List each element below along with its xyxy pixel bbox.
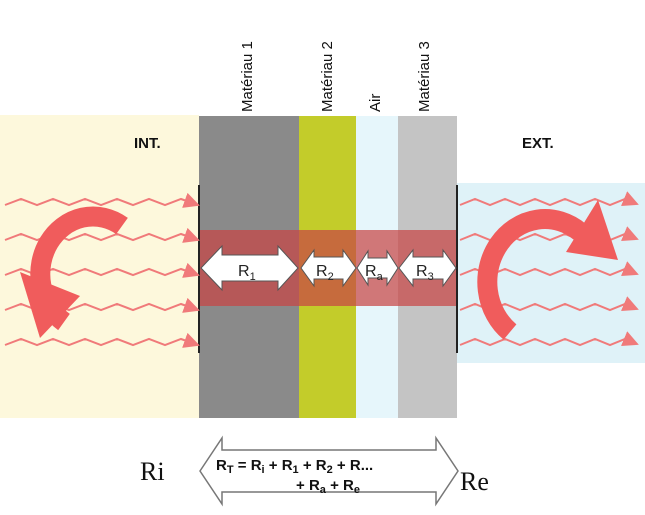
resistance-arrow-r1: R1 bbox=[200, 244, 299, 292]
ra-label: Ra bbox=[365, 263, 384, 283]
r3-label: R3 bbox=[416, 263, 434, 283]
formula-line-1: RT = Ri + R1 + R2 + R... bbox=[216, 457, 373, 476]
formula-line-2: + Ra + Re bbox=[296, 477, 360, 496]
ri-label: Ri bbox=[140, 457, 165, 486]
re-label: Re bbox=[460, 467, 489, 496]
total-resistance-arrow bbox=[199, 435, 459, 507]
convection-arrow-interior bbox=[20, 206, 128, 338]
resistance-arrow-ra: Ra bbox=[356, 249, 399, 287]
convection-arrow-exterior bbox=[477, 200, 618, 340]
r2-label: R2 bbox=[316, 263, 334, 283]
exterior-label: EXT. bbox=[522, 135, 554, 152]
resistance-arrow-r2: R2 bbox=[300, 248, 357, 288]
resistance-arrow-r3: R3 bbox=[398, 248, 457, 288]
r1-label: R1 bbox=[238, 263, 256, 283]
interior-label: INT. bbox=[134, 135, 161, 152]
